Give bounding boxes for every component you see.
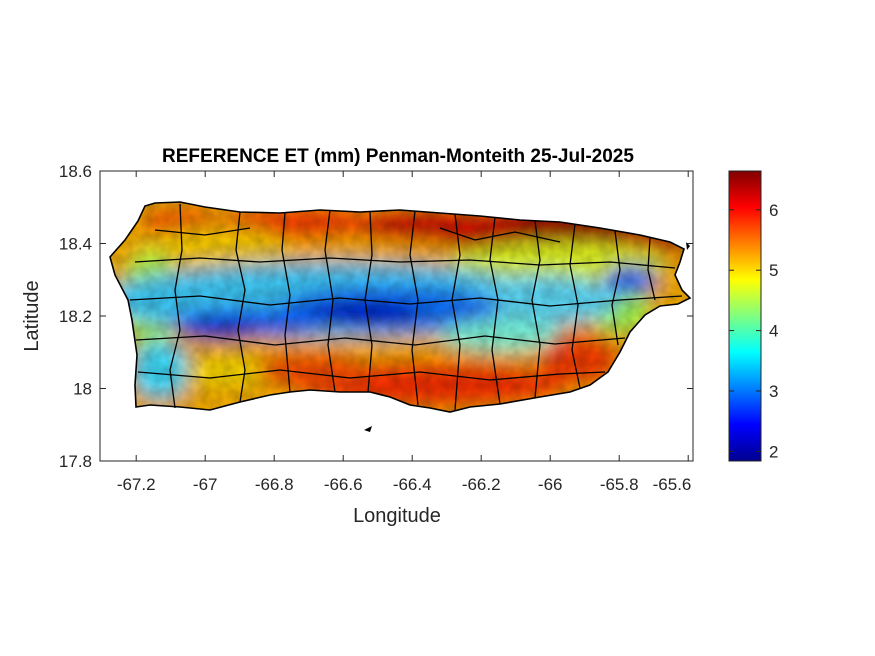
y-tick-marks [100,170,693,462]
x-tick-label: -65.6 [653,475,692,494]
x-tick-label: -67.2 [117,475,156,494]
municipality-borders [109,201,692,413]
y-tick-label: 18.2 [59,307,92,326]
colorbar-tick-labels: 6 5 4 3 2 [769,201,778,462]
x-tick-label: -66.8 [255,475,294,494]
et-heat-field [110,202,690,412]
map-title: REFERENCE ET (mm) Penman-Monteith 25-Jul… [162,146,634,167]
y-tick-labels: 18.6 18.4 18.2 18 17.8 [59,162,92,471]
x-tick-label: -66 [538,475,563,494]
x-tick-label: -65.8 [600,475,639,494]
colorbar-tick-label: 4 [769,322,778,341]
colorbar-tick-marks [729,209,761,452]
x-tick-label: -66.2 [462,475,501,494]
y-tick-label: 17.8 [59,452,92,471]
y-axis-label: Latitude [21,280,43,351]
x-tick-label: -66.6 [324,475,363,494]
colorbar [728,170,762,462]
y-tick-label: 18.6 [59,162,92,181]
x-tick-label: -67 [193,475,218,494]
x-tick-label: -66.4 [393,475,432,494]
x-tick-marks [135,171,689,461]
x-tick-labels: -67.2 -67 -66.8 -66.6 -66.4 -66.2 -66 -6… [117,475,692,494]
small-island [364,426,372,432]
x-axis-label: Longitude [353,505,441,527]
y-tick-label: 18.4 [59,235,92,254]
y-tick-label: 18 [73,380,92,399]
colorbar-tick-label: 2 [769,442,778,461]
colorbar-tick-label: 6 [769,201,778,220]
colorbar-tick-label: 3 [769,382,778,401]
colorbar-tick-label: 5 [769,261,778,280]
